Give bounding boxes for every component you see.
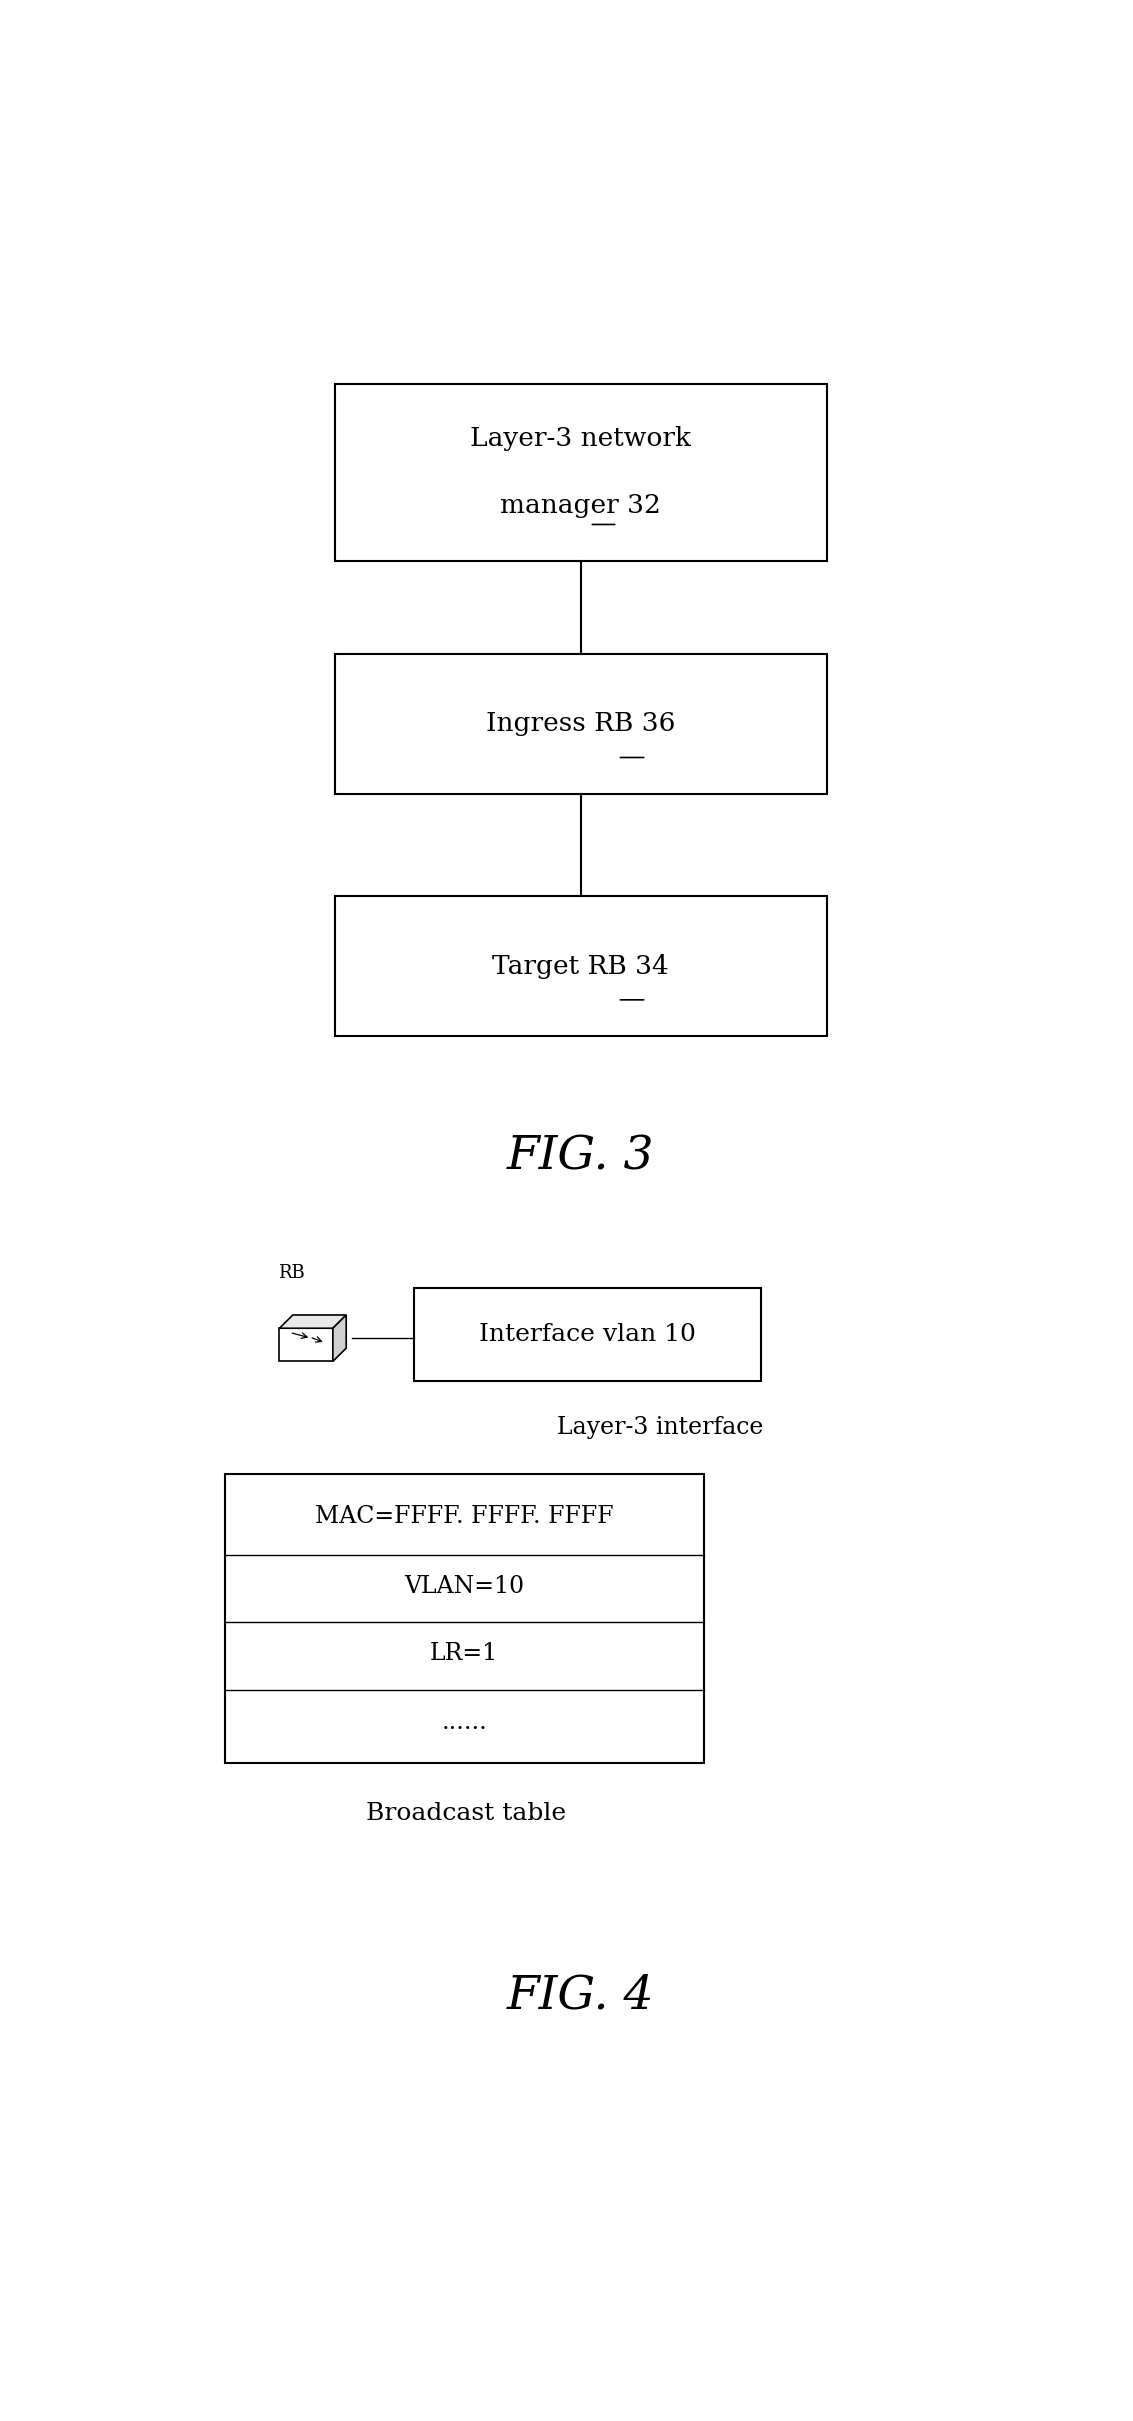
Text: manager 32: manager 32: [501, 494, 661, 518]
Text: VLAN=10: VLAN=10: [404, 1576, 525, 1598]
Bar: [414, 1288, 760, 1380]
Text: Layer-3 network: Layer-3 network: [470, 426, 691, 450]
Text: Layer-3 interface: Layer-3 interface: [556, 1416, 763, 1438]
Text: RB: RB: [278, 1264, 305, 1283]
Text: Broadcast table: Broadcast table: [366, 1801, 566, 1825]
Bar: [335, 896, 827, 1036]
Text: FIG. 4: FIG. 4: [506, 1973, 655, 2019]
Text: LR=1: LR=1: [431, 1641, 499, 1666]
Text: Interface vlan 10: Interface vlan 10: [479, 1322, 696, 1346]
Polygon shape: [333, 1315, 347, 1361]
Polygon shape: [280, 1329, 333, 1361]
Text: FIG. 3: FIG. 3: [506, 1135, 655, 1179]
Text: Target RB 34: Target RB 34: [492, 954, 670, 978]
Text: MAC=FFFF. FFFF. FFFF: MAC=FFFF. FFFF. FFFF: [315, 1506, 614, 1528]
Bar: [335, 383, 827, 562]
Polygon shape: [280, 1315, 347, 1329]
Text: ......: ......: [442, 1712, 487, 1733]
Bar: [335, 654, 827, 794]
Bar: [225, 1474, 704, 1762]
Text: Ingress RB 36: Ingress RB 36: [486, 712, 675, 736]
